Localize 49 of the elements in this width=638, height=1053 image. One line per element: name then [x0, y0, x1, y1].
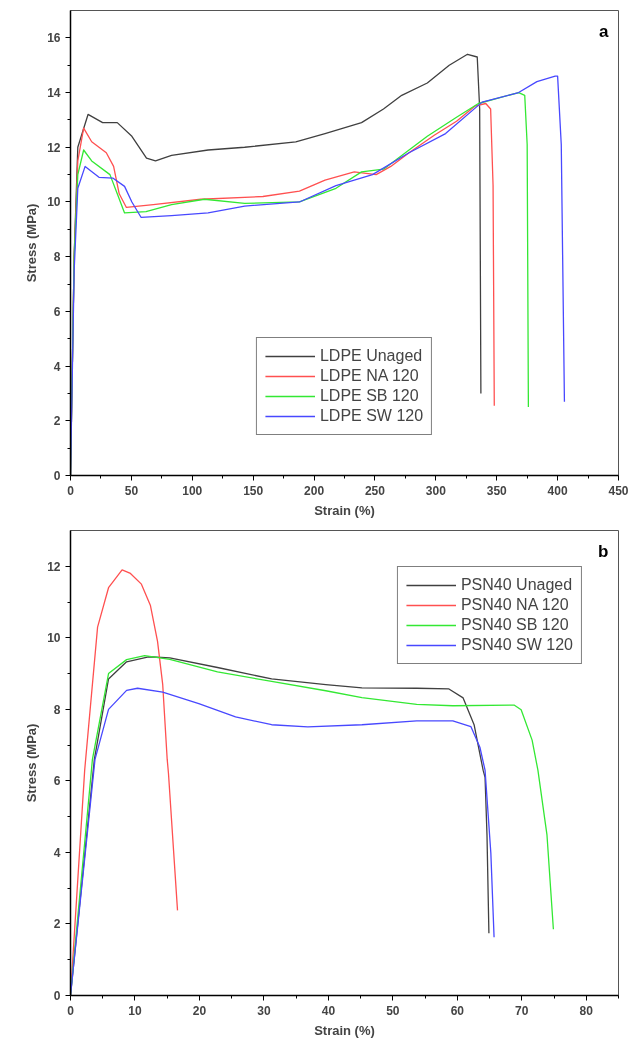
y-tick-label: 10 [47, 195, 61, 210]
x-tick-label: 100 [182, 483, 203, 498]
y-tick-label: 4 [53, 359, 61, 374]
x-tick-label: 0 [67, 483, 75, 498]
x-axis-title: Strain (%) [314, 502, 375, 518]
y-tick-label: 6 [53, 304, 61, 319]
legend-label: LDPE SW 120 [319, 407, 424, 425]
x-tick-label: 350 [486, 483, 508, 498]
y-tick-label: 2 [53, 414, 61, 429]
legend-label: LDPE SB 120 [319, 387, 419, 405]
x-tick-label: 250 [364, 483, 386, 498]
legend-label: PSN40 Unaged [460, 576, 573, 594]
legend-label: PSN40 NA 120 [460, 596, 569, 614]
legend-label: LDPE Unaged [319, 347, 423, 365]
y-tick-label: 0 [53, 989, 61, 1003]
y-tick-label: 14 [47, 86, 61, 101]
x-tick-label: 150 [243, 483, 264, 498]
y-tick-label: 8 [53, 250, 61, 265]
y-tick-label: 16 [47, 31, 61, 46]
x-tick-label: 30 [257, 1003, 271, 1018]
x-tick-label: 40 [321, 1003, 336, 1018]
x-tick-label: 10 [128, 1003, 142, 1018]
y-tick-label: 0 [53, 469, 61, 483]
x-tick-label: 60 [450, 1003, 465, 1018]
y-tick-label: 8 [53, 702, 61, 717]
y-tick-label: 4 [53, 845, 61, 860]
x-tick-label: 200 [304, 483, 325, 498]
annotation: b [598, 541, 609, 561]
x-axis-title: Strain (%) [314, 1022, 375, 1038]
x-tick-label: 20 [192, 1003, 207, 1018]
x-tick-label: 300 [425, 483, 447, 498]
x-tick-label: 400 [547, 483, 568, 498]
x-tick-label: 70 [515, 1003, 529, 1018]
legend-label: PSN40 SW 120 [460, 636, 573, 654]
y-axis-title: Stress (MPa) [24, 203, 40, 283]
x-tick-label: 450 [608, 483, 629, 498]
x-tick-label: 80 [579, 1003, 594, 1018]
y-tick-label: 12 [47, 559, 61, 574]
y-tick-label: 12 [47, 140, 61, 155]
y-tick-label: 6 [53, 774, 61, 789]
x-tick-label: 50 [386, 1003, 400, 1018]
legend-label: LDPE NA 120 [319, 367, 419, 385]
y-tick-label: 2 [53, 917, 61, 932]
y-tick-label: 10 [47, 631, 61, 646]
annotation: a [599, 21, 610, 41]
y-axis-title: Stress (MPa) [24, 723, 40, 803]
legend-label: PSN40 SB 120 [460, 616, 569, 634]
x-tick-label: 0 [67, 1003, 75, 1018]
x-tick-label: 50 [124, 483, 139, 498]
